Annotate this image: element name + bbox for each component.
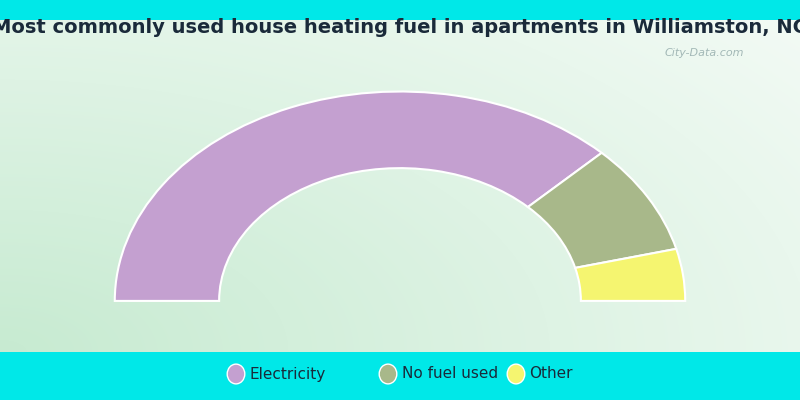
Wedge shape [575, 249, 686, 301]
Ellipse shape [227, 364, 245, 384]
Text: Most commonly used house heating fuel in apartments in Williamston, NC: Most commonly used house heating fuel in… [0, 18, 800, 37]
Text: No fuel used: No fuel used [402, 366, 498, 382]
Ellipse shape [507, 364, 525, 384]
Wedge shape [114, 92, 602, 301]
Text: Other: Other [530, 366, 573, 382]
Ellipse shape [379, 364, 397, 384]
Text: City-Data.com: City-Data.com [664, 48, 744, 58]
Wedge shape [528, 153, 676, 268]
Text: Electricity: Electricity [250, 366, 326, 382]
